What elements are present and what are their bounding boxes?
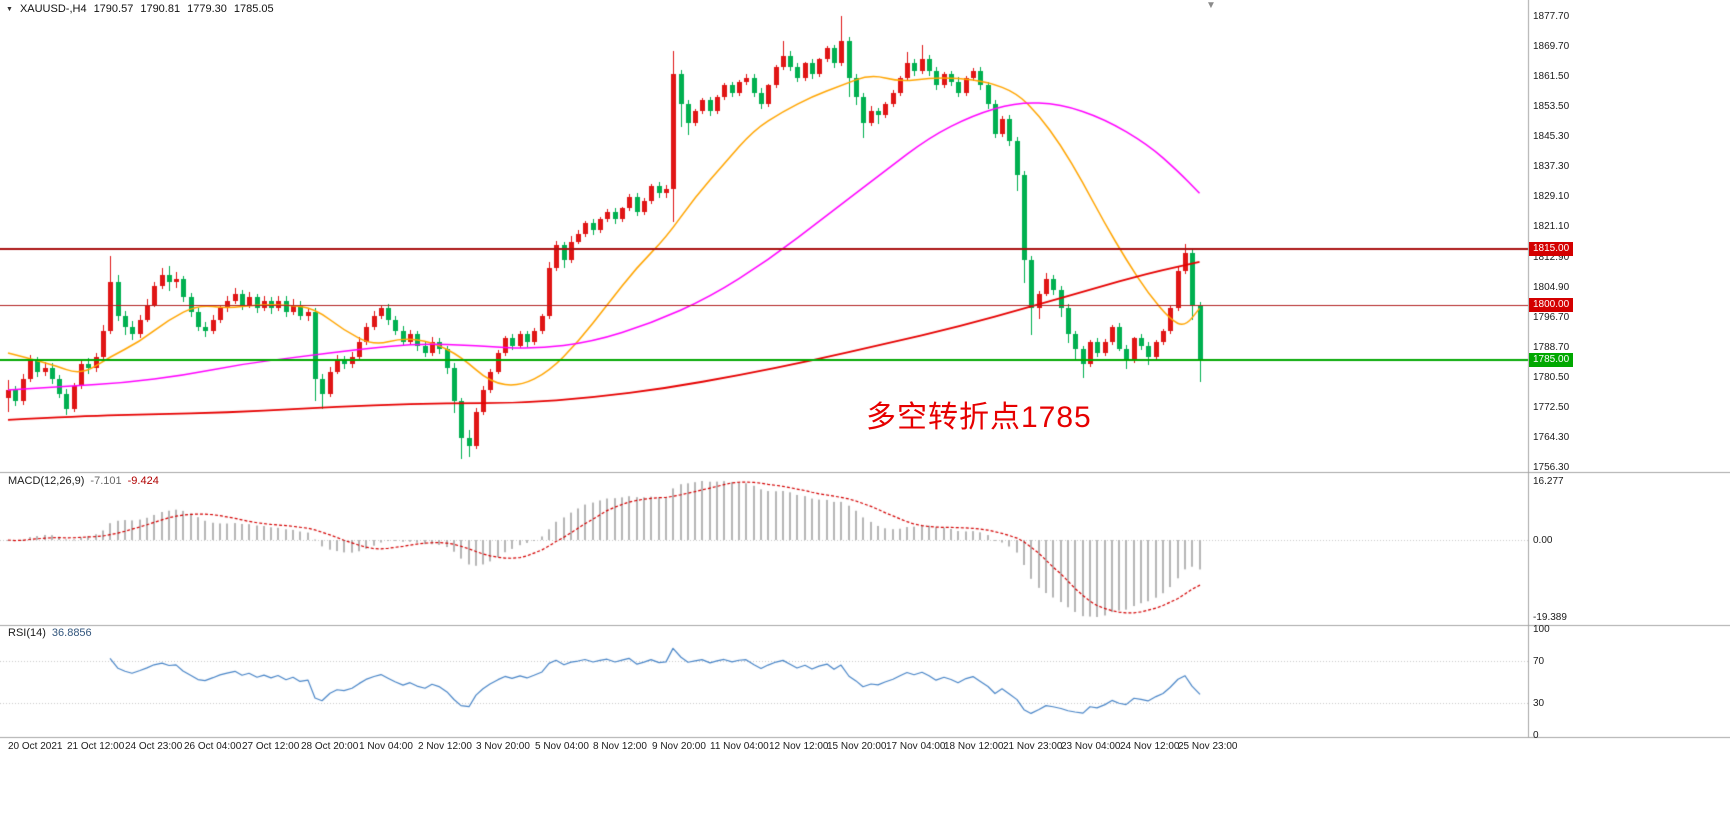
price-axis-label: 1812.90 bbox=[1533, 251, 1570, 263]
rsi-name: RSI(14) bbox=[8, 627, 46, 639]
price-axis-label: 1772.50 bbox=[1533, 401, 1570, 413]
ohlc-close: 1785.05 bbox=[233, 3, 274, 15]
time-axis-label: 18 Nov 12:00 bbox=[944, 741, 1004, 752]
rsi-axis-label: 70 bbox=[1533, 656, 1545, 667]
time-axis-label: 3 Nov 20:00 bbox=[476, 741, 530, 752]
macd-main-value: -7.101 bbox=[90, 475, 122, 487]
ohlc-high: 1790.81 bbox=[140, 3, 181, 15]
price-axis-label: 1829.10 bbox=[1533, 191, 1570, 203]
price-axis-label: 1877.70 bbox=[1533, 11, 1570, 22]
price-axis-label: 1804.90 bbox=[1533, 281, 1570, 293]
price-scale[interactable]: 1877.70 1869.70 1861.50 1853.50 1845.30 1837.… bbox=[1528, 0, 1730, 741]
price-axis-label: 1788.70 bbox=[1533, 341, 1570, 353]
hline-price-tag: 1800.00 bbox=[1529, 298, 1574, 312]
time-axis-label: 24 Nov 12:00 bbox=[1120, 741, 1180, 752]
time-axis-label: 1 Nov 04:00 bbox=[359, 741, 413, 752]
time-axis-label: 12 Nov 12:00 bbox=[769, 741, 829, 752]
rsi-axis-label: 30 bbox=[1533, 698, 1545, 709]
macd-pane[interactable] bbox=[0, 472, 1528, 625]
price-axis-label: 1764.30 bbox=[1533, 431, 1570, 443]
ohlc-open: 1790.57 bbox=[93, 3, 134, 15]
rsi-axis-label: 0 bbox=[1533, 730, 1539, 741]
macd-signal-value: -9.424 bbox=[127, 475, 159, 487]
macd-axis-label: 0.00 bbox=[1533, 535, 1553, 546]
time-axis-label: 9 Nov 20:00 bbox=[652, 741, 706, 752]
time-axis-label: 27 Oct 12:00 bbox=[242, 741, 300, 752]
price-axis-label: 1756.30 bbox=[1533, 462, 1570, 473]
rsi-axis-label: 100 bbox=[1533, 624, 1550, 635]
ohlc-low: 1779.30 bbox=[187, 3, 227, 15]
macd-axis-label: -19.389 bbox=[1533, 612, 1567, 623]
macd-name: MACD(12,26,9) bbox=[8, 475, 85, 487]
rsi-value: 36.8856 bbox=[51, 627, 92, 639]
time-axis-label: 25 Nov 23:00 bbox=[1178, 741, 1238, 752]
time-axis-label: 2 Nov 12:00 bbox=[418, 741, 472, 752]
rsi-indicator-label: RSI(14) 36.8856 bbox=[8, 627, 92, 639]
time-axis-label: 23 Nov 04:00 bbox=[1061, 741, 1121, 752]
annotation-text[interactable]: 多空转折点1785 bbox=[866, 401, 1092, 434]
hline-price-tag: 1815.00 bbox=[1529, 242, 1574, 256]
time-axis-label: 17 Nov 04:00 bbox=[886, 741, 946, 752]
price-axis-label: 1796.70 bbox=[1533, 311, 1570, 323]
hline-price-tag: 1785.00 bbox=[1529, 353, 1574, 367]
main-price-pane[interactable] bbox=[0, 0, 1528, 472]
time-axis-label: 21 Oct 12:00 bbox=[67, 741, 125, 752]
price-axis-label: 1845.30 bbox=[1533, 131, 1570, 143]
time-axis-label: 8 Nov 12:00 bbox=[593, 741, 647, 752]
time-axis[interactable]: 20 Oct 2021 21 Oct 12:00 24 Oct 23:00 26 Oc… bbox=[0, 737, 1730, 767]
price-axis-label: 1853.50 bbox=[1533, 101, 1570, 113]
price-axis-label: 1861.50 bbox=[1533, 71, 1570, 83]
time-axis-label: 24 Oct 23:00 bbox=[125, 741, 183, 752]
price-axis-label: 1821.10 bbox=[1533, 221, 1570, 233]
price-axis-label: 1780.50 bbox=[1533, 371, 1570, 383]
time-axis-label: 28 Oct 20:00 bbox=[301, 741, 359, 752]
price-axis-label: 1869.70 bbox=[1533, 41, 1570, 53]
time-axis-label: 20 Oct 2021 bbox=[8, 741, 63, 752]
macd-axis-label: 16.277 bbox=[1533, 476, 1564, 487]
time-axis-label: 5 Nov 04:00 bbox=[535, 741, 589, 752]
rsi-pane[interactable] bbox=[0, 625, 1528, 737]
price-axis-label: 1837.30 bbox=[1533, 161, 1570, 173]
symbol-marker-icon: ▼ bbox=[6, 6, 13, 13]
info-line: ▼ XAUUSD-,H4 1790.57 1790.81 1779.30 1785.05 bbox=[6, 3, 274, 15]
chart-shift-down-arrow-icon[interactable]: ▼ bbox=[1206, 0, 1216, 11]
macd-indicator-label: MACD(12,26,9) -7.101 -9.424 bbox=[8, 475, 159, 487]
symbol-period-label: XAUUSD-,H4 bbox=[19, 3, 87, 15]
time-axis-label: 26 Oct 04:00 bbox=[184, 741, 242, 752]
time-axis-label: 15 Nov 20:00 bbox=[827, 741, 887, 752]
time-axis-label: 21 Nov 23:00 bbox=[1003, 741, 1063, 752]
time-axis-label: 11 Nov 04:00 bbox=[710, 741, 769, 752]
